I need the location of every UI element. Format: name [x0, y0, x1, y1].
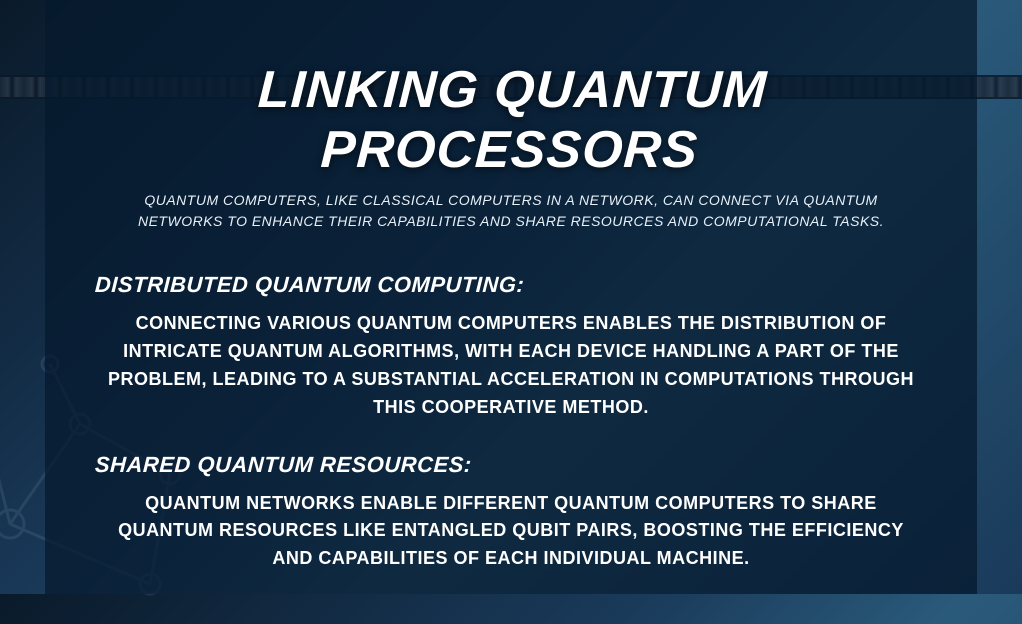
section-body: QUANTUM NETWORKS ENABLE DIFFERENT QUANTU… [95, 490, 927, 574]
section-body: CONNECTING VARIOUS QUANTUM COMPUTERS ENA… [95, 310, 927, 422]
section-shared: SHARED QUANTUM RESOURCES: QUANTUM NETWOR… [85, 452, 937, 574]
section-heading: SHARED QUANTUM RESOURCES: [94, 452, 927, 478]
content-panel: LINKING QUANTUM PROCESSORS QUANTUM COMPU… [45, 0, 977, 594]
section-distributed: DISTRIBUTED QUANTUM COMPUTING: CONNECTIN… [85, 272, 937, 422]
section-heading: DISTRIBUTED QUANTUM COMPUTING: [94, 272, 927, 298]
main-title: LINKING QUANTUM PROCESSORS [82, 60, 940, 180]
subtitle: QUANTUM COMPUTERS, LIKE CLASSICAL COMPUT… [105, 190, 917, 232]
